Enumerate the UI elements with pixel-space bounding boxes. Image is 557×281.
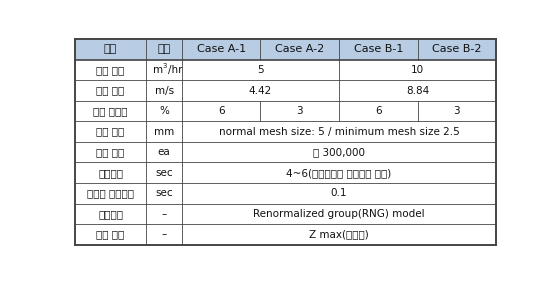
Text: 6: 6 (218, 106, 224, 116)
Bar (75, 224, 146, 245)
Text: sec: sec (155, 168, 173, 178)
Bar (146, 121, 182, 142)
Text: m/s: m/s (154, 85, 174, 96)
Text: 구분: 구분 (104, 44, 117, 55)
Text: Case B-2: Case B-2 (432, 44, 482, 55)
Bar (182, 203, 496, 224)
Bar (261, 101, 339, 121)
Text: 해석시간: 해석시간 (98, 168, 123, 178)
Bar (146, 101, 182, 121)
Text: /hr: /hr (168, 65, 182, 75)
Text: 격차 크기: 격차 크기 (96, 127, 125, 137)
Bar (182, 101, 261, 121)
Text: 하부 유량비: 하부 유량비 (93, 106, 128, 116)
Text: 유입 유량: 유입 유량 (96, 65, 125, 75)
Text: 약 300,000: 약 300,000 (313, 147, 365, 157)
Bar (146, 60, 182, 80)
Bar (182, 162, 496, 183)
Bar (75, 142, 146, 162)
Text: 4~6(정상상태를 고려하여 결정): 4~6(정상상태를 고려하여 결정) (286, 168, 392, 178)
Bar (182, 60, 339, 80)
Bar (146, 224, 182, 245)
Text: 3: 3 (453, 106, 460, 116)
Text: 5: 5 (257, 65, 264, 75)
Bar (75, 60, 146, 80)
Text: m: m (153, 65, 163, 75)
Text: 3: 3 (296, 106, 303, 116)
Text: 단위: 단위 (158, 44, 170, 55)
Bar (182, 80, 339, 101)
Text: Z max(대기압): Z max(대기압) (309, 229, 369, 239)
Text: Case A-2: Case A-2 (275, 44, 324, 55)
Text: 10: 10 (411, 65, 424, 75)
Bar (339, 80, 496, 101)
Bar (75, 162, 146, 183)
Text: ea: ea (158, 147, 170, 157)
Bar (75, 39, 146, 60)
Text: sec: sec (155, 188, 173, 198)
Text: –: – (162, 209, 167, 219)
Text: 데이터 저장간격: 데이터 저장간격 (87, 188, 134, 198)
Text: 격자 개수: 격자 개수 (96, 147, 125, 157)
Bar (146, 39, 182, 60)
Bar (418, 101, 496, 121)
Bar (75, 101, 146, 121)
Text: 0.1: 0.1 (331, 188, 347, 198)
Bar (261, 39, 339, 60)
Bar (182, 224, 496, 245)
Bar (146, 203, 182, 224)
Bar (146, 183, 182, 203)
Bar (75, 121, 146, 142)
Text: %: % (159, 106, 169, 116)
Text: 6: 6 (375, 106, 382, 116)
Bar (146, 80, 182, 101)
Bar (339, 101, 418, 121)
Text: Renormalized group(RNG) model: Renormalized group(RNG) model (253, 209, 425, 219)
Bar (182, 142, 496, 162)
Text: 유입 속도: 유입 속도 (96, 85, 125, 96)
Bar (146, 142, 182, 162)
Bar (182, 183, 496, 203)
Bar (182, 121, 496, 142)
Text: Case A-1: Case A-1 (197, 44, 246, 55)
Bar (75, 183, 146, 203)
Text: 3: 3 (163, 64, 167, 69)
Bar (146, 162, 182, 183)
Bar (339, 60, 496, 80)
Text: 경계 조건: 경계 조건 (96, 229, 125, 239)
Bar (182, 39, 261, 60)
Text: 8.84: 8.84 (406, 85, 429, 96)
Text: Case B-1: Case B-1 (354, 44, 403, 55)
Text: 난류모델: 난류모델 (98, 209, 123, 219)
Text: 4.42: 4.42 (249, 85, 272, 96)
Text: mm: mm (154, 127, 174, 137)
Bar (418, 39, 496, 60)
Bar (75, 80, 146, 101)
Text: –: – (162, 229, 167, 239)
Bar (339, 39, 418, 60)
Text: normal mesh size: 5 / minimum mesh size 2.5: normal mesh size: 5 / minimum mesh size … (219, 127, 460, 137)
Bar (75, 203, 146, 224)
